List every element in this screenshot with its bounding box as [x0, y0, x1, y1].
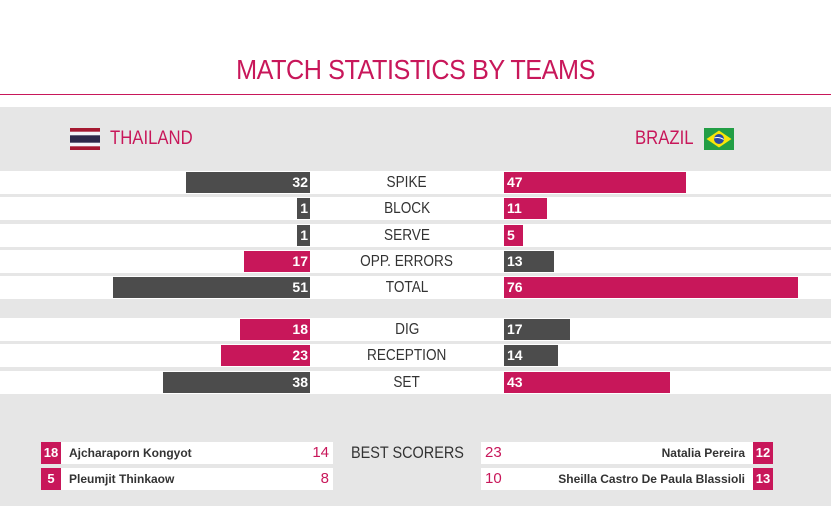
right-stat-bar: 76	[504, 277, 798, 299]
right-scorer-row: 10 Sheilla Castro De Paula Blassioli 13	[481, 468, 773, 490]
left-stat-bar: 23	[221, 345, 310, 367]
brazil-flag-icon	[704, 128, 734, 150]
stat-label: SERVE	[384, 226, 430, 244]
stat-label: DIG	[394, 321, 420, 338]
scorer-number-badge: 5	[41, 468, 61, 490]
stat-label: OPP. ERRORS	[360, 252, 454, 270]
team-left: THAILAND	[70, 126, 204, 152]
right-stat-bar: 14	[504, 345, 558, 367]
stat-row: 32 SPIKE 47	[0, 171, 831, 194]
stat-row: 18 DIG 17	[0, 318, 831, 341]
left-scorer-row: 18 Ajcharaporn Kongyot 14	[41, 442, 333, 464]
scorer-name: Sheilla Castro De Paula Blassioli	[558, 472, 745, 486]
scorer-name: Natalia Pereira	[661, 446, 745, 460]
stat-row: 1 SERVE 5	[0, 223, 831, 247]
right-stat-bar: 43	[504, 371, 670, 393]
stat-label: BLOCK	[383, 200, 431, 218]
best-scorers-label: BEST SCORERS	[350, 443, 464, 462]
scorer-points: 8	[320, 470, 329, 487]
scorer-number-badge: 12	[753, 442, 773, 464]
scorer-points: 14	[312, 444, 329, 461]
stat-row: 23 RECEPTION 14	[0, 344, 831, 368]
stat-label: RECEPTION	[367, 347, 447, 365]
scorer-points: 23	[485, 444, 502, 461]
stat-label: SET	[393, 373, 421, 391]
scorer-number-badge: 13	[753, 468, 773, 490]
stat-row: 17 OPP. ERRORS 13	[0, 249, 831, 273]
page-title: MATCH STATISTICS BY TEAMS	[236, 54, 595, 85]
right-stat-bar: 11	[504, 198, 547, 220]
left-stat-bar: 1	[297, 198, 310, 220]
thailand-flag-icon	[70, 128, 100, 150]
scorer-name: Ajcharaporn Kongyot	[69, 446, 192, 460]
stat-row: 38 SET 43	[0, 370, 831, 394]
left-scorer-row: 5 Pleumjit Thinkaow 8	[41, 468, 333, 490]
scorer-number-badge: 18	[41, 442, 61, 464]
scorer-points: 10	[485, 470, 502, 487]
right-scorer-row: 23 Natalia Pereira 12	[481, 442, 773, 464]
left-stat-bar: 32	[186, 172, 310, 193]
left-stat-bar: 38	[163, 371, 310, 393]
left-stat-bar: 18	[240, 319, 310, 340]
stat-label: SPIKE	[386, 174, 428, 191]
right-stat-bar: 13	[504, 250, 554, 272]
right-stat-bar: 47	[504, 172, 686, 193]
right-stat-bar: 5	[504, 224, 523, 246]
left-stat-bar: 51	[113, 277, 310, 299]
team-right: BRAZIL	[627, 126, 734, 152]
left-stat-bar: 1	[297, 224, 310, 246]
stat-row: 51 TOTAL 76	[0, 276, 831, 300]
stat-label: TOTAL	[385, 279, 429, 297]
stat-row: 1 BLOCK 11	[0, 197, 831, 221]
team-left-name: THAILAND	[110, 128, 193, 149]
title-divider	[0, 94, 831, 95]
right-stat-bar: 17	[504, 319, 570, 340]
scorer-name: Pleumjit Thinkaow	[69, 472, 175, 486]
team-right-name: BRAZIL	[635, 128, 694, 149]
left-stat-bar: 17	[244, 250, 310, 272]
